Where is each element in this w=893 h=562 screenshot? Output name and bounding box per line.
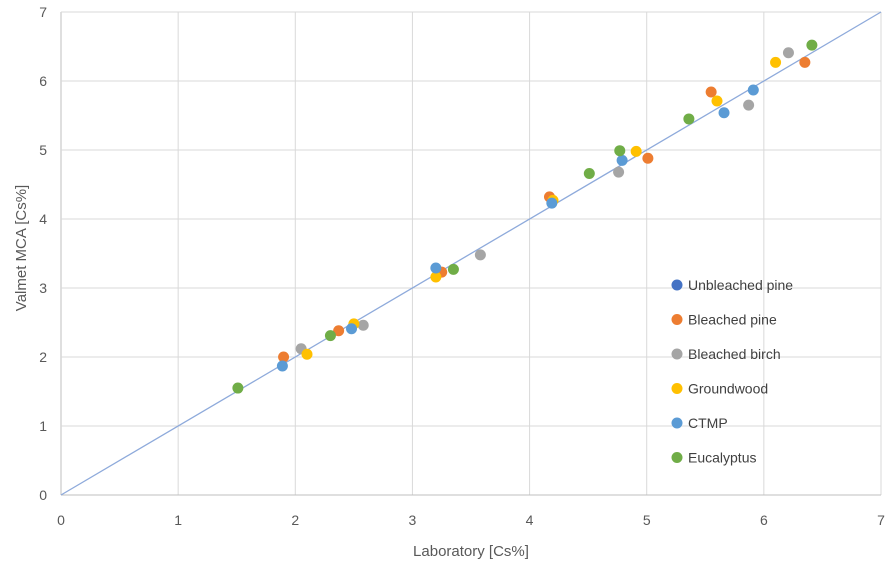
- x-tick-label: 3: [409, 512, 417, 528]
- series-eucalyptus: [232, 39, 818, 394]
- data-point: [770, 56, 782, 68]
- legend-marker: [671, 417, 683, 429]
- series-groundwood: [301, 56, 782, 360]
- data-point: [430, 262, 442, 274]
- data-point: [276, 360, 288, 372]
- data-point: [613, 166, 625, 178]
- legend-item: Eucalyptus: [671, 450, 756, 466]
- y-tick-label: 5: [39, 142, 47, 158]
- legend-item: Bleached birch: [671, 346, 781, 362]
- data-point: [782, 47, 794, 59]
- legend-label: Bleached pine: [688, 312, 777, 328]
- data-point: [583, 167, 595, 179]
- x-tick-label: 0: [57, 512, 65, 528]
- data-point: [324, 330, 336, 342]
- data-point: [346, 323, 358, 335]
- data-point: [705, 86, 717, 98]
- legend-label: Eucalyptus: [688, 450, 756, 466]
- x-tick-label: 6: [760, 512, 768, 528]
- reference-line-layer: [60, 11, 882, 496]
- legend: Unbleached pine Bleached pine Bleached bir…: [671, 277, 793, 466]
- data-point: [718, 107, 730, 119]
- data-point: [616, 154, 628, 166]
- x-tick-label: 7: [877, 512, 885, 528]
- legend-marker: [671, 279, 683, 291]
- y-axis-title: Valmet MCA [Cs%]: [13, 185, 30, 311]
- legend-item: Bleached pine: [671, 312, 777, 328]
- data-point: [546, 197, 558, 209]
- data-point: [683, 113, 695, 125]
- data-point: [799, 56, 811, 68]
- legend-label: Unbleached pine: [688, 277, 793, 293]
- legend-item: Unbleached pine: [671, 277, 793, 293]
- data-point: [301, 348, 313, 360]
- data-point: [357, 319, 369, 331]
- data-point: [278, 351, 290, 363]
- x-tick-label: 4: [526, 512, 534, 528]
- reference-line: [60, 11, 882, 496]
- data-points: [232, 39, 818, 394]
- series-bleached-pine: [278, 56, 811, 363]
- data-point: [474, 249, 486, 261]
- legend-item: CTMP: [671, 415, 728, 431]
- data-point: [614, 145, 626, 157]
- legend-label: Bleached birch: [688, 346, 781, 362]
- data-point: [232, 382, 244, 394]
- x-tick-label: 2: [291, 512, 299, 528]
- x-tick-label: 1: [174, 512, 182, 528]
- data-point: [447, 263, 459, 275]
- y-tick-label: 0: [39, 487, 47, 503]
- y-tick-label: 1: [39, 418, 47, 434]
- data-point: [806, 39, 818, 51]
- x-tick-label: 5: [643, 512, 651, 528]
- x-tick-labels: 0 1 2 3 4 5 6 7: [57, 512, 885, 528]
- y-tick-label: 2: [39, 349, 47, 365]
- x-axis-title: Laboratory [Cs%]: [413, 543, 529, 560]
- data-point: [642, 152, 654, 164]
- y-tick-label: 3: [39, 280, 47, 296]
- series-bleached-birch: [295, 47, 794, 355]
- data-point: [630, 145, 642, 157]
- legend-marker: [671, 383, 683, 394]
- legend-marker: [671, 452, 683, 463]
- y-tick-labels: 0 1 2 3 4 5 6 7: [39, 4, 47, 503]
- legend-label: Groundwood: [688, 381, 768, 397]
- legend-marker: [671, 348, 683, 360]
- gridlines: [60, 11, 882, 496]
- y-tick-label: 6: [39, 73, 47, 89]
- data-point: [430, 271, 442, 283]
- legend-marker: [671, 314, 683, 325]
- y-tick-label: 7: [39, 4, 47, 20]
- legend-label: CTMP: [688, 415, 728, 431]
- data-point: [743, 99, 755, 111]
- data-point: [747, 84, 759, 96]
- data-point: [711, 95, 723, 107]
- legend-item: Groundwood: [671, 381, 768, 397]
- data-point: [333, 325, 345, 337]
- series-ctmp: [276, 84, 759, 372]
- y-tick-label: 4: [39, 211, 47, 227]
